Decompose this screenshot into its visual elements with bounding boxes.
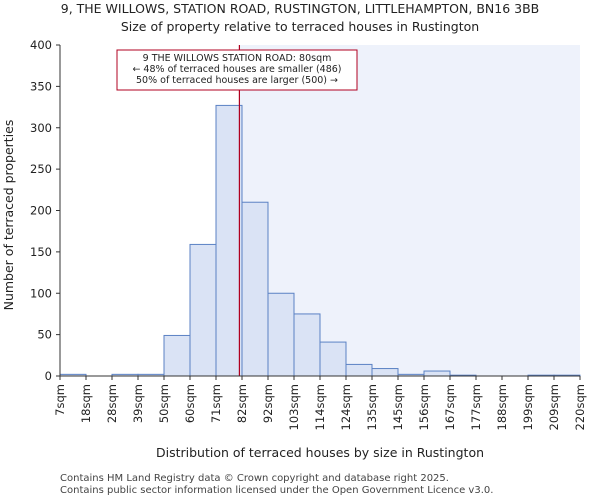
y-tick-label: 200 [30,204,52,218]
x-tick-label: 177sqm [469,384,483,430]
x-tick-label: 135sqm [365,384,379,430]
x-tick-label: 7sqm [53,384,67,416]
annotation-line-1: 9 THE WILLOWS STATION ROAD: 80sqm [143,53,332,64]
x-axis-label: Distribution of terraced houses by size … [156,445,484,460]
bar-50sqm [163,334,191,377]
x-tick-label: 114sqm [313,384,327,430]
bar-82sqm [241,201,269,377]
x-tick-label: 82sqm [235,384,249,423]
y-ticks-group: 0 50 100 150 200 250 300 350 400 [30,38,60,383]
footer-licence: Contains public sector information licen… [60,485,494,496]
chart: 9, THE WILLOWS, STATION ROAD, RUSTINGTON… [1,1,587,460]
x-tick-label: 39sqm [131,384,145,423]
x-tick-label: 60sqm [183,384,197,423]
bars-group [59,104,581,377]
y-tick-label: 100 [30,286,52,300]
footer-copyright: Contains HM Land Registry data © Crown c… [60,473,449,484]
y-tick-label: 300 [30,121,52,135]
y-axis-label: Number of terraced properties [1,120,16,311]
bar-103sqm [293,313,321,377]
y-tick-label: 250 [30,162,52,176]
bar-114sqm [319,341,347,377]
y-tick-label: 50 [37,328,52,342]
chart-title: 9, THE WILLOWS, STATION ROAD, RUSTINGTON… [61,1,539,16]
y-tick-label: 400 [30,38,52,52]
y-tick-label: 0 [45,369,52,383]
bar-71sqm [215,104,243,377]
x-tick-label: 92sqm [261,384,275,423]
y-tick-label: 150 [30,245,52,259]
x-tick-label: 220sqm [573,384,587,430]
x-tick-label: 18sqm [79,384,93,423]
bar-60sqm [189,243,217,377]
annotation-line-3: 50% of terraced houses are larger (500) … [136,75,338,86]
chart-subtitle: Size of property relative to terraced ho… [121,19,479,34]
x-tick-label: 103sqm [287,384,301,430]
x-tick-label: 71sqm [209,384,223,423]
annotation-frame [116,49,358,91]
y-tick-label: 350 [30,79,52,93]
x-tick-label: 188sqm [495,384,509,430]
bar-92sqm [267,292,295,377]
x-ticks-group: 7sqm 18sqm 28sqm 39sqm 50sqm 60sqm 71sqm 82sqm 9… [53,376,587,430]
annotation-line-2: ← 48% of terraced houses are smaller (48… [132,64,341,75]
x-tick-label: 156sqm [417,384,431,430]
x-tick-label: 145sqm [391,384,405,430]
x-tick-label: 50sqm [157,384,171,423]
x-tick-label: 209sqm [547,384,561,430]
bar-156sqm [423,370,451,377]
annotation-box: 9 THE WILLOWS STATION ROAD: 80sqm ← 48% … [116,49,358,91]
x-tick-label: 167sqm [443,384,457,430]
x-tick-label: 199sqm [521,384,535,430]
bar-135sqm [371,368,399,377]
bar-124sqm [345,363,373,377]
x-tick-label: 28sqm [105,384,119,423]
x-tick-label: 124sqm [339,384,353,430]
